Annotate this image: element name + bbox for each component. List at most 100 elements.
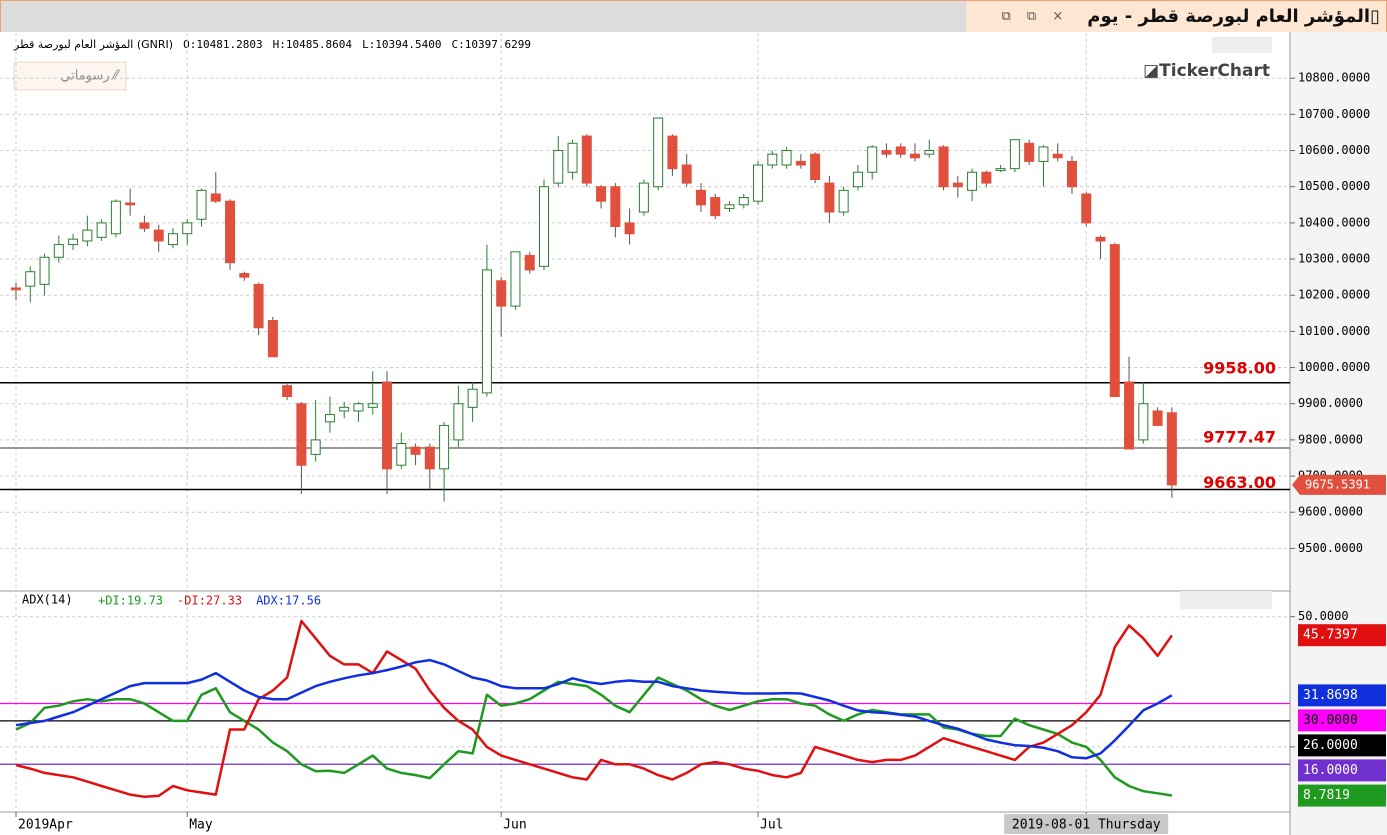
candle-body	[267, 320, 278, 358]
level-label: 9663.00	[1203, 473, 1276, 492]
candle-body	[424, 446, 435, 470]
candle-body	[196, 189, 207, 220]
candle-body	[795, 160, 806, 166]
candle-body	[25, 271, 36, 287]
indicator-title: ADX(14)	[22, 593, 73, 607]
candle-body	[681, 164, 692, 184]
value-tag-label: 30.0000	[1303, 713, 1358, 728]
window-icon: ▯	[1370, 6, 1380, 27]
x-tick-label: Jul	[760, 818, 783, 833]
candle-body	[581, 135, 592, 184]
title-box: ⧉ ⧉ × المؤشر العام لبورصة قطر - يوم ▯	[966, 1, 1386, 32]
candle-body	[881, 150, 892, 155]
drawings-button[interactable]	[13, 61, 127, 91]
window-controls[interactable]: ⧉ ⧉ ×	[1001, 9, 1070, 24]
last-price-label: 9675.5391	[1305, 477, 1370, 491]
candle-body	[367, 403, 378, 408]
value-tag	[1298, 784, 1386, 807]
candle-body	[753, 164, 764, 202]
drawings-label[interactable]: رسوماتي ⁄⁄	[60, 69, 121, 84]
candle-body	[296, 403, 307, 466]
candle-body	[524, 254, 535, 271]
info-text: H:10485.8604	[273, 38, 353, 51]
candle-body	[910, 153, 921, 159]
legend-entry: +DI:19.73	[98, 594, 163, 608]
candle-body	[810, 153, 821, 180]
candle-body	[210, 193, 221, 202]
window-bar: ⧉ ⧉ × المؤشر العام لبورصة قطر - يوم ▯	[0, 0, 1387, 33]
candle-body	[125, 202, 136, 206]
candle-body	[139, 222, 150, 229]
value-tag-label: 45.7397	[1303, 628, 1358, 643]
candle-body	[1095, 236, 1106, 242]
legend-entry: ADX:17.56	[256, 594, 321, 608]
indicator-line	[15, 619, 1173, 799]
candle-body	[310, 439, 321, 455]
y-tick-label: 50.0000	[1298, 609, 1349, 623]
candle-body	[1066, 160, 1077, 188]
candle-body	[567, 142, 578, 173]
candle-body	[253, 283, 264, 329]
level-label: 9958.00	[1203, 358, 1276, 377]
candle-body	[324, 414, 335, 423]
candle-body	[225, 200, 236, 264]
candle-body	[838, 189, 849, 213]
value-tag-label: 8.7819	[1303, 788, 1350, 803]
panel-controls[interactable]	[1212, 37, 1272, 53]
y-tick-label: 10600.0000	[1298, 143, 1370, 157]
value-tag	[1298, 734, 1386, 757]
candle-body	[538, 186, 549, 267]
candle-body	[824, 182, 835, 213]
candle-body	[182, 222, 193, 235]
candle-body	[667, 135, 678, 170]
candle-body	[382, 381, 393, 470]
legend-entry: -DI:27.33	[177, 594, 242, 608]
candle-body	[453, 403, 464, 441]
info-text: L:10394.5400	[362, 38, 441, 51]
candle-body	[653, 117, 664, 188]
y-tick-label: 9800.0000	[1298, 432, 1363, 446]
x-tick-label: Jun	[503, 818, 526, 833]
candle-body	[1166, 412, 1177, 486]
candle-body	[1052, 153, 1063, 159]
value-tag-label: 16.0000	[1303, 763, 1358, 778]
candle-body	[39, 256, 50, 285]
candle-body	[724, 204, 735, 209]
candle-body	[110, 200, 121, 235]
y-tick-label: 9900.0000	[1298, 396, 1363, 410]
info-text: المؤشر العام لبورصة قطر (GNRI)	[13, 38, 173, 51]
candle-body	[167, 233, 178, 246]
candle-body	[1024, 142, 1035, 162]
last-price-tag	[1292, 474, 1386, 495]
candle-body	[924, 150, 935, 155]
candle-body	[496, 280, 507, 307]
indicator-line	[15, 676, 1173, 797]
candle-body	[153, 229, 164, 242]
candle-body	[695, 189, 706, 206]
y-tick-label: 10800.0000	[1298, 71, 1370, 85]
y-tick-label: 10500.0000	[1298, 179, 1370, 193]
candle-body	[596, 186, 607, 202]
candle-body	[981, 171, 992, 184]
candle-body	[710, 197, 721, 217]
value-tag	[1298, 759, 1386, 782]
candle-body	[481, 269, 492, 394]
y-tick-label: 10300.0000	[1298, 252, 1370, 266]
indicator-line	[15, 658, 1173, 760]
candle-body	[96, 222, 107, 238]
candle-body	[82, 229, 93, 242]
candle-body	[1138, 403, 1149, 441]
logo: ◪TickerChart	[1143, 61, 1270, 81]
candle-body	[895, 146, 906, 155]
info-text: C:10397.6299	[452, 38, 531, 51]
y-tick-label: 10000.0000	[1298, 360, 1370, 374]
candle-body	[638, 182, 649, 213]
panel-controls[interactable]	[1180, 591, 1272, 609]
background	[0, 32, 1387, 835]
x-tick-label: 2019-08-01 Thursday	[1012, 818, 1161, 833]
candle-body	[1124, 381, 1135, 450]
candle-body	[610, 186, 621, 228]
candle-body	[995, 168, 1006, 171]
